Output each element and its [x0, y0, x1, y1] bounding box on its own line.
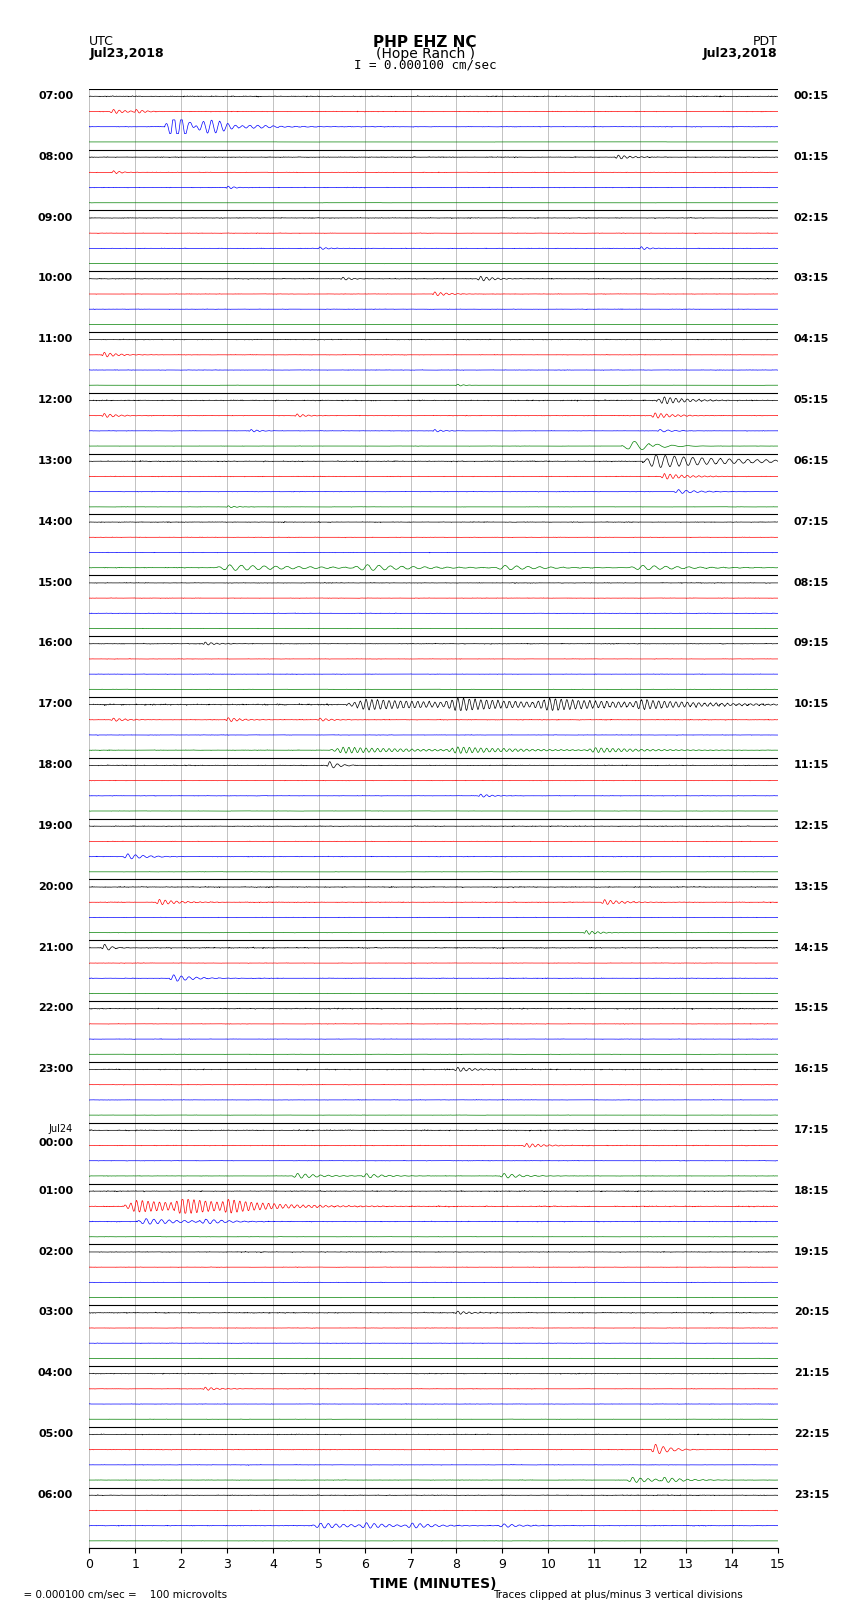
- Text: 21:00: 21:00: [38, 942, 73, 953]
- Text: 17:15: 17:15: [794, 1124, 830, 1136]
- Text: 22:00: 22:00: [38, 1003, 73, 1013]
- Text: 20:00: 20:00: [38, 882, 73, 892]
- Text: 07:00: 07:00: [38, 90, 73, 102]
- Text: 18:15: 18:15: [794, 1186, 830, 1195]
- X-axis label: TIME (MINUTES): TIME (MINUTES): [371, 1578, 496, 1590]
- Text: 08:15: 08:15: [794, 577, 829, 587]
- Text: 18:00: 18:00: [38, 760, 73, 769]
- Text: 15:15: 15:15: [794, 1003, 829, 1013]
- Text: 06:15: 06:15: [794, 456, 830, 466]
- Text: 06:00: 06:00: [38, 1490, 73, 1500]
- Text: 19:00: 19:00: [37, 821, 73, 831]
- Text: PDT: PDT: [753, 35, 778, 48]
- Text: PHP EHZ NC: PHP EHZ NC: [373, 35, 477, 50]
- Text: 16:00: 16:00: [37, 639, 73, 648]
- Text: I = 0.000100 cm/sec: I = 0.000100 cm/sec: [354, 58, 496, 71]
- Text: (Hope Ranch ): (Hope Ranch ): [376, 47, 474, 61]
- Text: 02:00: 02:00: [38, 1247, 73, 1257]
- Text: 11:15: 11:15: [794, 760, 830, 769]
- Text: = 0.000100 cm/sec =    100 microvolts: = 0.000100 cm/sec = 100 microvolts: [17, 1590, 227, 1600]
- Text: 03:00: 03:00: [38, 1308, 73, 1318]
- Text: 09:15: 09:15: [794, 639, 830, 648]
- Text: 12:15: 12:15: [794, 821, 830, 831]
- Text: Jul24: Jul24: [49, 1124, 73, 1134]
- Text: 14:00: 14:00: [37, 516, 73, 527]
- Text: 02:15: 02:15: [794, 213, 829, 223]
- Text: 05:00: 05:00: [38, 1429, 73, 1439]
- Text: 21:15: 21:15: [794, 1368, 830, 1378]
- Text: 15:00: 15:00: [38, 577, 73, 587]
- Text: 08:00: 08:00: [38, 152, 73, 161]
- Text: UTC: UTC: [89, 35, 114, 48]
- Text: 20:15: 20:15: [794, 1308, 829, 1318]
- Text: 17:00: 17:00: [38, 698, 73, 710]
- Text: Traces clipped at plus/minus 3 vertical divisions: Traces clipped at plus/minus 3 vertical …: [493, 1590, 743, 1600]
- Text: 07:15: 07:15: [794, 516, 829, 527]
- Text: 09:00: 09:00: [38, 213, 73, 223]
- Text: 00:00: 00:00: [38, 1137, 73, 1148]
- Text: 19:15: 19:15: [794, 1247, 830, 1257]
- Text: Jul23,2018: Jul23,2018: [89, 47, 164, 60]
- Text: 22:15: 22:15: [794, 1429, 830, 1439]
- Text: 23:15: 23:15: [794, 1490, 829, 1500]
- Text: Jul23,2018: Jul23,2018: [703, 47, 778, 60]
- Text: 12:00: 12:00: [38, 395, 73, 405]
- Text: 03:15: 03:15: [794, 274, 829, 284]
- Text: 10:00: 10:00: [38, 274, 73, 284]
- Text: 23:00: 23:00: [38, 1065, 73, 1074]
- Text: 05:15: 05:15: [794, 395, 829, 405]
- Text: 16:15: 16:15: [794, 1065, 830, 1074]
- Text: 01:15: 01:15: [794, 152, 829, 161]
- Text: 14:15: 14:15: [794, 942, 830, 953]
- Text: 04:00: 04:00: [38, 1368, 73, 1378]
- Text: 11:00: 11:00: [38, 334, 73, 344]
- Text: 13:15: 13:15: [794, 882, 829, 892]
- Text: 10:15: 10:15: [794, 698, 829, 710]
- Text: 00:15: 00:15: [794, 90, 829, 102]
- Text: 01:00: 01:00: [38, 1186, 73, 1195]
- Text: 13:00: 13:00: [38, 456, 73, 466]
- Text: 04:15: 04:15: [794, 334, 830, 344]
